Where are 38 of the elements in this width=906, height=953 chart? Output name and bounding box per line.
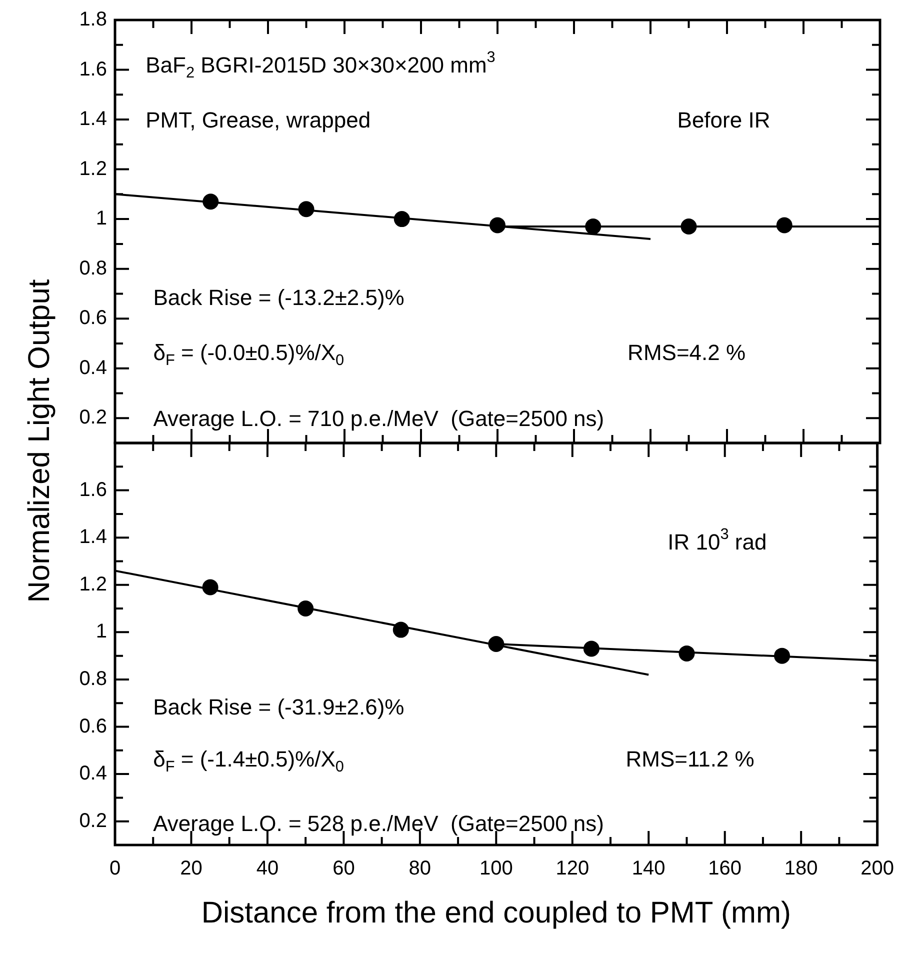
y-tick-label: 1.6: [79, 478, 107, 501]
x-tick-label: 160: [708, 858, 742, 880]
y-tick-label: 0.4: [79, 762, 107, 785]
y-tick-label: 0.6: [79, 307, 107, 330]
y-tick-label: 1.2: [79, 158, 107, 180]
annotation: Average L.O. = 710 p.e./MeV (Gate=2500 ns): [153, 406, 604, 431]
x-tick-label: 60: [332, 858, 355, 880]
x-tick-label: 200: [860, 858, 894, 880]
y-tick-label: 1.2: [79, 573, 107, 596]
annotation: Average L.O. = 528 p.e./MeV (Gate=2500 ns): [153, 810, 604, 836]
x-tick-label: 100: [479, 858, 513, 880]
y-tick-label: 1.4: [79, 108, 107, 130]
x-tick-label: 20: [180, 858, 202, 880]
x-axis-title: Distance from the end coupled to PMT (mm): [201, 896, 791, 930]
y-tick-label: 1: [96, 208, 107, 230]
annotation: Before IR: [677, 108, 770, 133]
y-axis-title: Normalized Light Output: [23, 278, 57, 605]
annotation: PMT, Grease, wrapped: [146, 108, 371, 133]
y-tick-label: 0.2: [79, 406, 107, 429]
y-tick-label: 1.8: [79, 8, 107, 31]
annotation: Back Rise = (-31.9±2.6)%: [153, 694, 404, 720]
y-tick-label: 0.8: [79, 668, 107, 690]
y-tick-label: 0.8: [79, 257, 107, 280]
x-tick-label: 80: [408, 858, 432, 880]
x-tick-label: 180: [784, 858, 818, 880]
y-tick-label: 1: [96, 620, 107, 643]
y-tick-label: 1.6: [79, 58, 107, 80]
annotation: RMS=4.2 %: [628, 340, 746, 366]
x-tick-label: 120: [556, 858, 590, 880]
annotation: RMS=11.2 %: [626, 746, 754, 772]
y-tick-label: 0.4: [79, 356, 107, 379]
x-tick-label: 140: [632, 858, 666, 880]
y-tick-label: 0.2: [79, 810, 107, 832]
y-tick-label: 0.6: [79, 715, 107, 738]
annotation: Back Rise = (-13.2±2.5)%: [153, 285, 404, 310]
y-tick-label: 1.4: [79, 526, 107, 548]
x-tick-label: 0: [109, 858, 121, 880]
x-tick-label: 40: [256, 858, 279, 880]
